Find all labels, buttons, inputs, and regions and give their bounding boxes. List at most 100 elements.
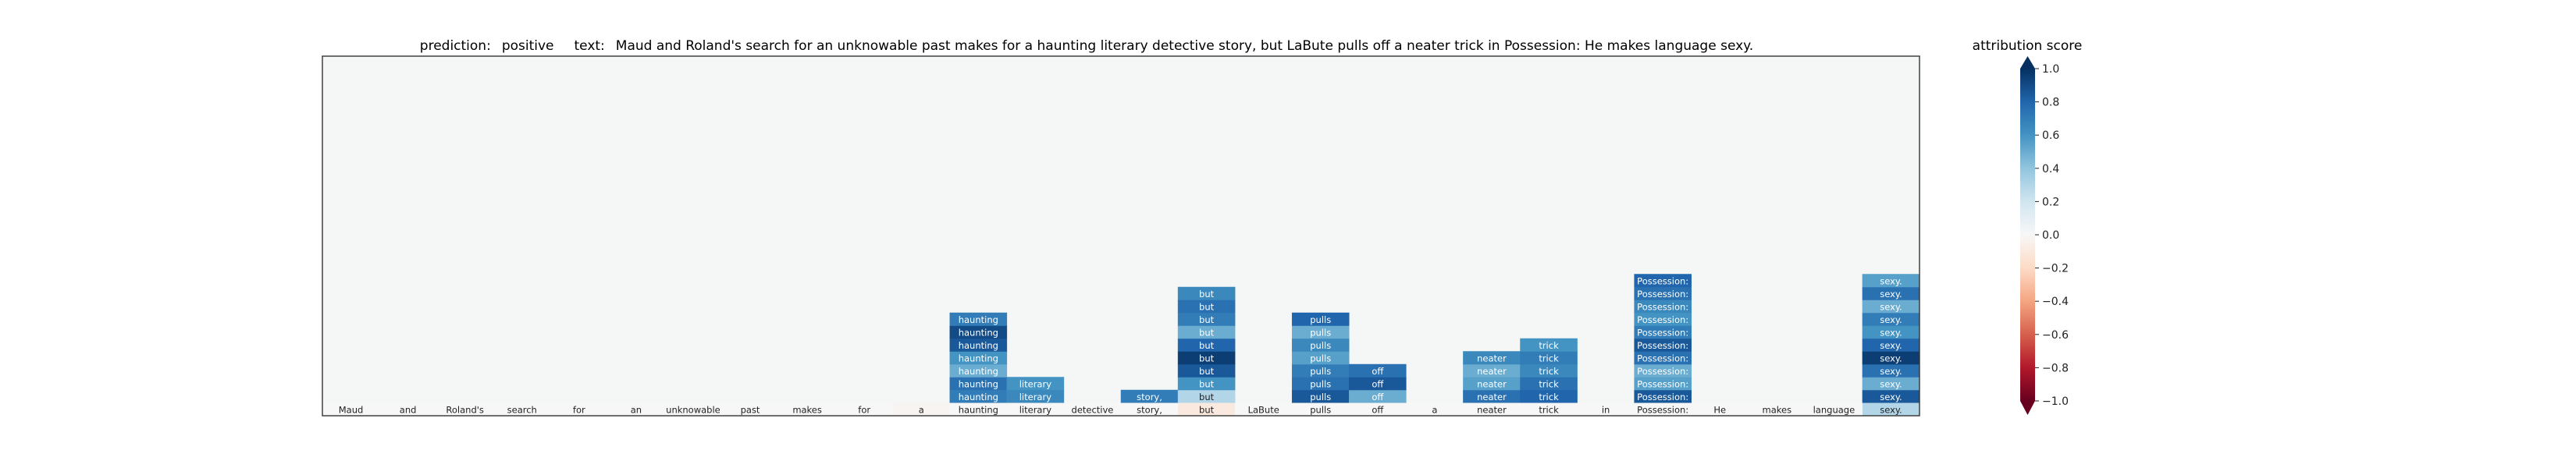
- token-label: sexy.: [1880, 404, 1902, 415]
- token-label: for: [858, 404, 870, 415]
- prediction-value: positive: [502, 38, 554, 54]
- base-cell: [493, 402, 551, 416]
- cell-token-label: haunting: [959, 353, 998, 363]
- base-cell: [1748, 402, 1806, 416]
- base-cell: [1634, 402, 1692, 416]
- cell-token-label: Possession:: [1637, 314, 1688, 325]
- token-base-row: Maud and Roland's search for an unknowable past…: [322, 402, 1920, 416]
- cell-token-label: but: [1199, 366, 1215, 377]
- base-cell: [664, 402, 722, 416]
- cell-token-label: neater: [1477, 353, 1507, 363]
- chart-title: prediction: positive text: Maud and Roland'…: [420, 38, 1753, 54]
- cell-token-label: Possession:: [1637, 353, 1688, 363]
- base-cell: [322, 402, 380, 416]
- cell-token-label: but: [1199, 340, 1215, 351]
- cell-token-label: haunting: [959, 314, 998, 325]
- cell-token-label: Possession:: [1637, 301, 1688, 312]
- colorbar-label: attribution score: [1973, 38, 2083, 54]
- cell-token-label: off: [1372, 366, 1384, 377]
- cell-token-label: sexy.: [1880, 289, 1902, 300]
- colorbar-gradient: [2020, 69, 2035, 401]
- token-label: in: [1602, 404, 1610, 415]
- cell-token-label: literary: [1019, 392, 1051, 402]
- cell-token-label: trick: [1539, 392, 1559, 402]
- cell-token-label: neater: [1477, 378, 1507, 389]
- base-cell: [436, 402, 494, 416]
- cell-token-label: but: [1199, 301, 1215, 312]
- base-cell: [1577, 402, 1635, 416]
- cell-token-label: trick: [1539, 366, 1559, 377]
- cell-token-label: sexy.: [1880, 314, 1902, 325]
- cell-token-label: Possession:: [1637, 378, 1688, 389]
- cell-token-label: Possession:: [1637, 392, 1688, 402]
- base-cell: [1178, 402, 1236, 416]
- cell-token-label: sexy.: [1880, 327, 1902, 338]
- base-cell: [607, 402, 665, 416]
- colorbar-tick-label: 0.8: [2042, 97, 2059, 109]
- token-label: a: [919, 404, 924, 415]
- colorbar-tick-label: 0.2: [2042, 196, 2059, 208]
- attribution-cell: [1177, 286, 1236, 300]
- attribution-cell: [1520, 338, 1578, 352]
- base-cell: [1006, 402, 1064, 416]
- colorbar-tick-label: −0.8: [2042, 362, 2069, 374]
- cell-token-label: story,: [1137, 392, 1162, 402]
- cell-token-label: Possession:: [1637, 366, 1688, 377]
- cell-token-label: haunting: [959, 378, 998, 389]
- colorbar-tick-label: −0.6: [2042, 329, 2069, 342]
- token-label: literary: [1019, 404, 1051, 415]
- heatmap-cells: hauntinghauntinghauntinghauntinghaunting…: [949, 274, 1920, 403]
- cell-token-label: but: [1199, 353, 1215, 363]
- cell-token-label: but: [1199, 378, 1215, 389]
- base-cell: [778, 402, 836, 416]
- colorbar-tick-label: 0.0: [2042, 229, 2059, 242]
- token-label: pulls: [1310, 404, 1331, 415]
- attribution-cell: [949, 312, 1008, 326]
- base-cell: [1463, 402, 1521, 416]
- base-cell: [949, 402, 1007, 416]
- cell-token-label: sexy.: [1880, 275, 1902, 286]
- token-label: haunting: [959, 404, 998, 415]
- token-label: a: [1432, 404, 1437, 415]
- token-label: Roland's: [446, 404, 484, 415]
- cell-token-label: sexy.: [1880, 301, 1902, 312]
- token-label: Maud: [339, 404, 364, 415]
- colorbar-tick-label: −1.0: [2042, 395, 2069, 408]
- cell-token-label: pulls: [1310, 340, 1331, 351]
- token-label: makes: [1763, 404, 1792, 415]
- base-cell: [1691, 402, 1749, 416]
- cell-token-label: but: [1199, 289, 1215, 300]
- token-label: neater: [1477, 404, 1507, 415]
- cell-token-label: haunting: [959, 340, 998, 351]
- cell-token-label: off: [1372, 378, 1384, 389]
- token-label: language: [1813, 404, 1856, 415]
- base-cell: [550, 402, 608, 416]
- token-label: He: [1713, 404, 1726, 415]
- colorbar-top-arrow: [2020, 56, 2035, 69]
- cell-token-label: neater: [1477, 366, 1507, 377]
- token-label: past: [741, 404, 760, 415]
- colorbar-tick-label: 0.6: [2042, 129, 2059, 142]
- attribution-cell: [1006, 377, 1065, 391]
- token-label: search: [507, 404, 537, 415]
- token-label: detective: [1072, 404, 1114, 415]
- token-label: for: [573, 404, 585, 415]
- base-cell: [1406, 402, 1464, 416]
- token-label: unknowable: [666, 404, 720, 415]
- token-label: makes: [792, 404, 822, 415]
- cell-token-label: sexy.: [1880, 378, 1902, 389]
- base-cell: [1520, 402, 1578, 416]
- cell-token-label: trick: [1539, 378, 1559, 389]
- attribution-cell: [1349, 363, 1407, 378]
- cell-token-label: Possession:: [1637, 275, 1688, 286]
- cell-token-label: pulls: [1310, 378, 1331, 389]
- base-cell: [1349, 402, 1407, 416]
- base-cell: [1292, 402, 1350, 416]
- token-label: story,: [1137, 404, 1162, 415]
- cell-token-label: neater: [1477, 392, 1507, 402]
- base-cell: [892, 402, 950, 416]
- base-cell: [835, 402, 893, 416]
- cell-token-label: pulls: [1310, 353, 1331, 363]
- text-value: Maud and Roland's search for an unknowab…: [616, 38, 1753, 54]
